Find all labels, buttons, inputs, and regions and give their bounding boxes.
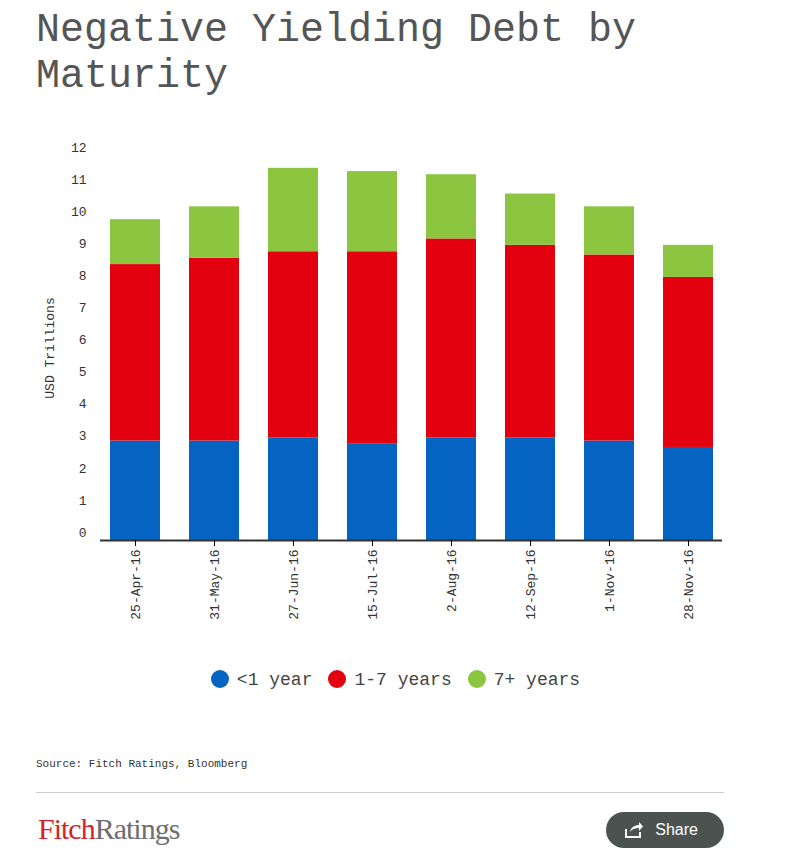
svg-text:3: 3 xyxy=(79,429,87,444)
svg-text:11: 11 xyxy=(71,173,87,188)
html-text:Share: Share xyxy=(655,821,698,838)
svg-text:USD Trillions: USD Trillions xyxy=(43,297,58,398)
svg-text:8: 8 xyxy=(79,269,87,284)
svg-text:6: 6 xyxy=(79,333,87,348)
svg-text:27-Jun-16: 27-Jun-16 xyxy=(287,550,302,620)
svg-text:5: 5 xyxy=(79,365,87,380)
svg-text:2: 2 xyxy=(79,461,87,476)
html-text:1-7 years: 1-7 years xyxy=(354,670,452,690)
svg-text:31-May-16: 31-May-16 xyxy=(208,550,223,620)
svg-text:0: 0 xyxy=(79,526,87,541)
html-text:<1 year: <1 year xyxy=(236,670,313,690)
svg-text:10: 10 xyxy=(71,205,87,220)
svg-text:25-Apr-16: 25-Apr-16 xyxy=(129,550,144,620)
html-text:Negative Yielding Debt by Matu: Negative Yielding Debt by Maturity xyxy=(36,8,637,99)
svg-text:15-Jul-16: 15-Jul-16 xyxy=(366,550,381,620)
html-text:7+ years: 7+ years xyxy=(493,670,581,690)
svg-text:4: 4 xyxy=(79,397,87,412)
html-text:Fitch Ratings: Fitch Ratings xyxy=(38,812,180,845)
svg-text:12: 12 xyxy=(71,141,87,156)
svg-text:2-Aug-16: 2-Aug-16 xyxy=(445,550,460,612)
html-text:Source: Fitch Ratings, Bloombe: Source: Fitch Ratings, Bloomberg xyxy=(36,758,248,770)
svg-text:1-Nov-16: 1-Nov-16 xyxy=(603,550,618,612)
svg-text:9: 9 xyxy=(79,237,87,252)
svg-text:12-Sep-16: 12-Sep-16 xyxy=(524,550,539,620)
svg-text:28-Nov-16: 28-Nov-16 xyxy=(682,550,697,620)
svg-text:7: 7 xyxy=(79,301,87,316)
svg-text:1: 1 xyxy=(79,494,87,509)
